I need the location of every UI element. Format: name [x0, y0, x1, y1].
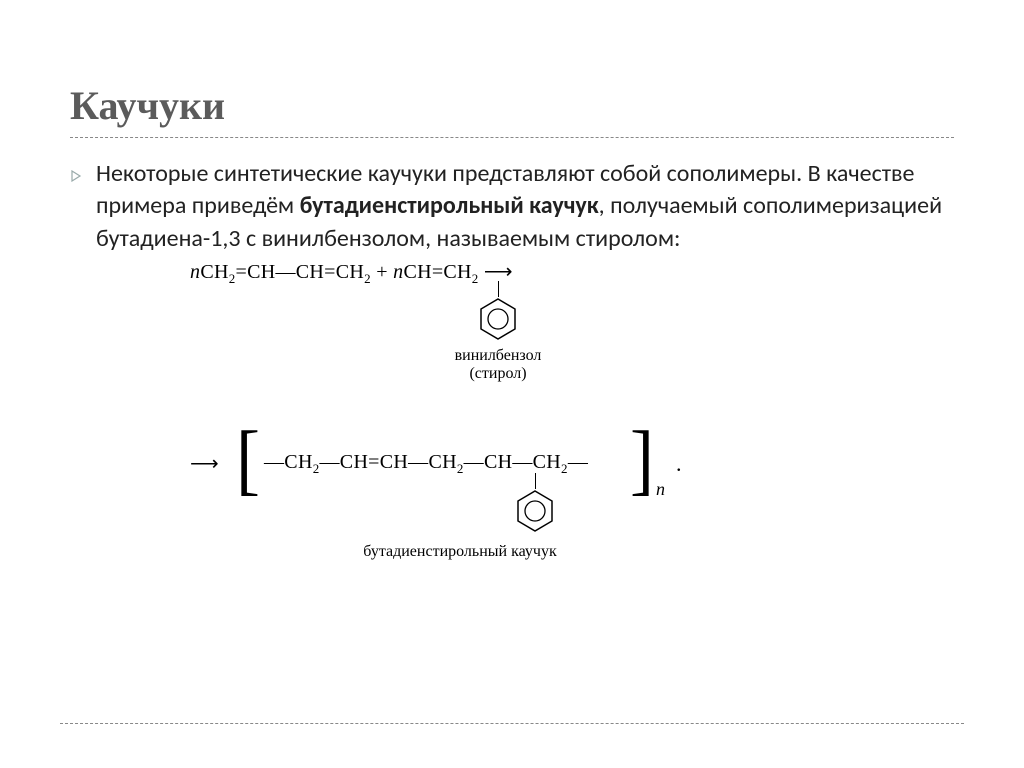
monomer-line: nCH2=CH—CH=CH2 + nCH=CH2 ⟶: [190, 259, 513, 287]
c0: —CH: [264, 451, 313, 473]
bullet-item: Некоторые синтетические каучуки представ…: [70, 158, 954, 255]
polymer-subscript: n: [656, 479, 665, 500]
c3: 2: [457, 461, 464, 476]
arrow2: ⟶: [190, 451, 219, 476]
content-section: Некоторые синтетические каучуки представ…: [60, 138, 964, 619]
polymer-chain: —CH2—CH=CH—CH2—CH—CH2—: [264, 451, 588, 477]
arrow1: ⟶: [479, 261, 513, 283]
slide-title: Каучуки: [70, 82, 954, 129]
product-label: бутадиенстирольный каучук: [320, 543, 600, 561]
bullet-marker-icon: [70, 170, 82, 182]
benzene-ring-1: [478, 297, 518, 346]
c2: —CH=CH—CH: [320, 451, 457, 473]
m1p2: =CH—CH=CH: [236, 261, 365, 283]
m1p0: CH: [200, 261, 228, 283]
c5: 2: [561, 461, 568, 476]
bracket-right-icon: ]: [630, 420, 654, 499]
title-section: Каучуки: [60, 82, 964, 138]
paragraph-text: Некоторые синтетические каучуки представ…: [96, 158, 954, 255]
styrene-label: винилбензол (стирол): [418, 347, 578, 383]
bracket-left-icon: [: [236, 420, 260, 499]
styrene-label-line1: винилбензол: [418, 347, 578, 365]
c6: —: [568, 451, 588, 473]
benzene-ring-2: [515, 489, 555, 538]
m1p3: 2: [364, 271, 371, 286]
c4: —CH—CH: [464, 451, 561, 473]
reaction-product: ⟶ [ —CH2—CH=CH—CH2—CH—CH2— ] n . бутадие…: [190, 429, 950, 619]
bond-line-2: [535, 473, 536, 489]
bottom-divider: [60, 723, 964, 724]
c1: 2: [313, 461, 320, 476]
plus: +: [371, 261, 393, 283]
m2p1: 2: [472, 271, 479, 286]
slide: Каучуки Некоторые синтетические каучуки …: [0, 0, 1024, 768]
m1p1: 2: [229, 271, 236, 286]
chemistry-block: nCH2=CH—CH=CH2 + nCH=CH2 ⟶ винилбензол (…: [190, 259, 950, 619]
reaction-monomers: nCH2=CH—CH=CH2 + nCH=CH2 ⟶ винилбензол (…: [190, 259, 950, 409]
paragraph-bold: бутадиенстирольный каучук: [300, 191, 599, 220]
bond-line-1: [498, 281, 499, 297]
m2p0: CH=CH: [403, 261, 471, 283]
coeff-n1: n: [190, 261, 200, 283]
period: .: [676, 451, 682, 477]
styrene-label-line2: (стирол): [418, 365, 578, 383]
coeff-n2: n: [393, 261, 403, 283]
